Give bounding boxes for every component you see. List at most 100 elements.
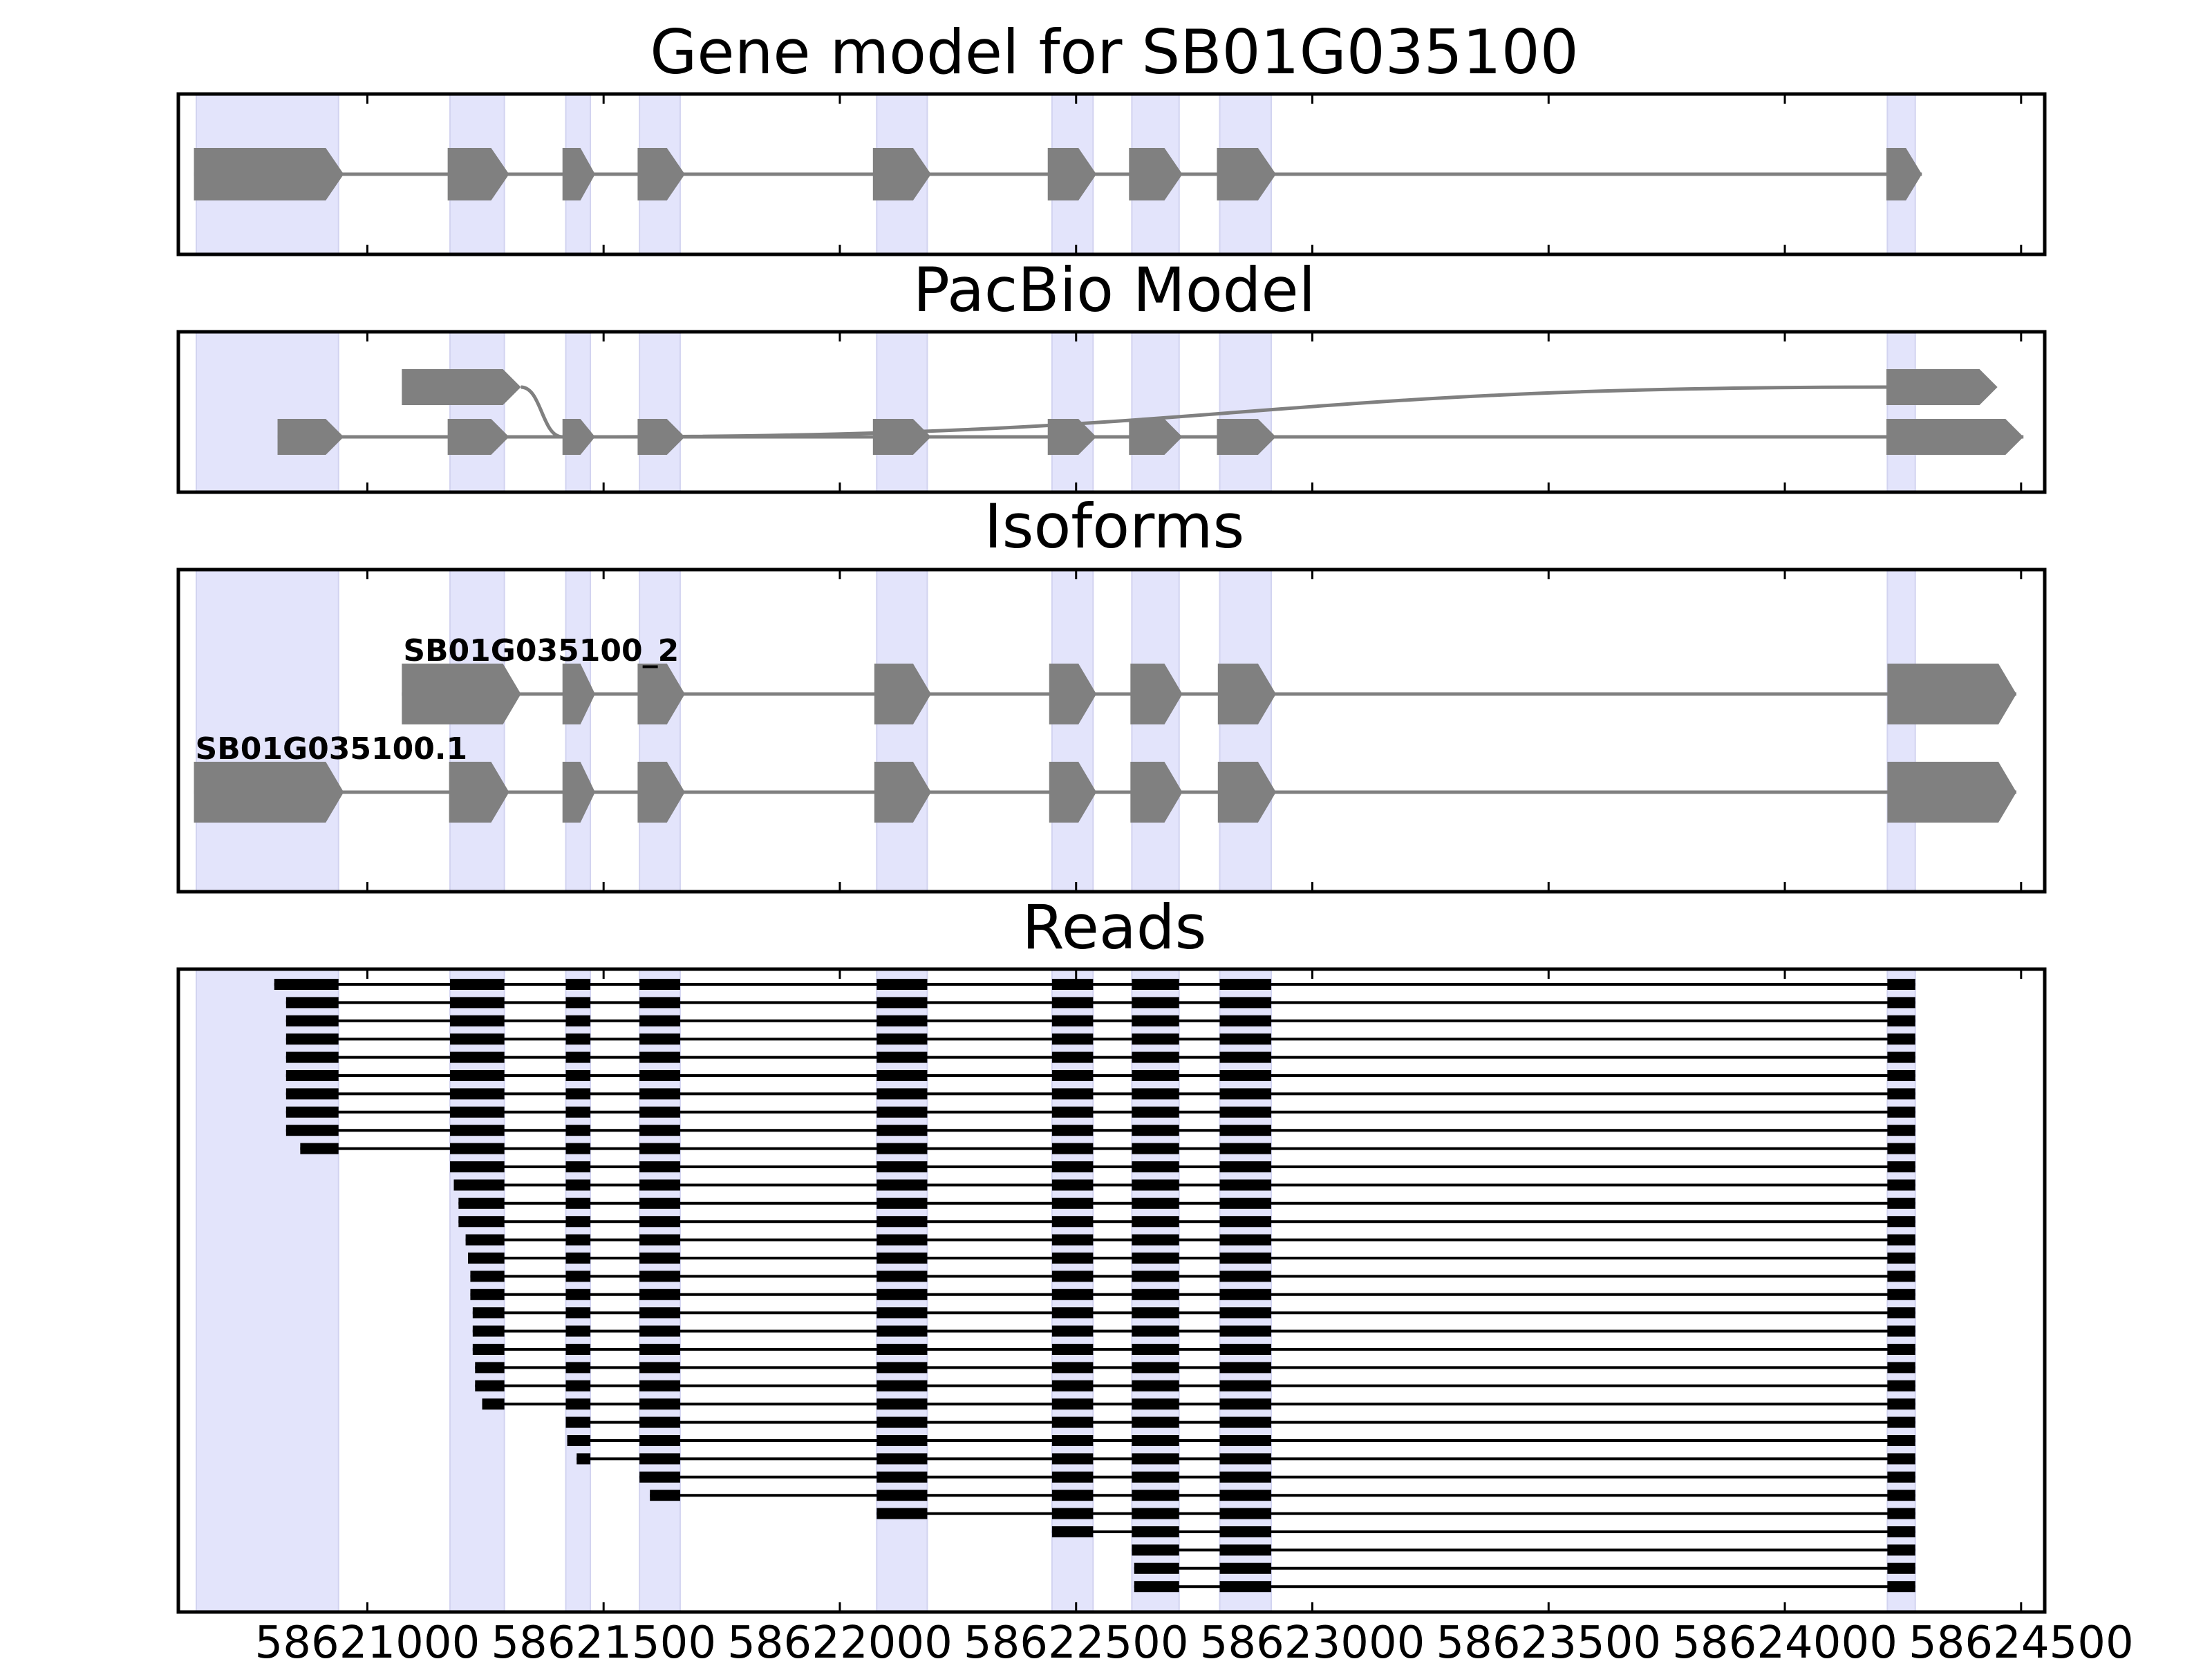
isoform-2-label: SB01G035100_2: [403, 633, 679, 668]
gene-model-panel-title: Gene model for SB01G035100: [650, 17, 1579, 88]
read-block: [639, 1088, 680, 1100]
read-row: [300, 1143, 1915, 1154]
read-row: [285, 1051, 1915, 1063]
read-block: [1051, 1307, 1094, 1319]
x-tick-label: 58622500: [964, 1618, 1189, 1659]
read-block: [565, 1380, 591, 1391]
isoform-2-exon: [874, 664, 931, 724]
read-block: [1219, 1088, 1272, 1100]
isoform-1-exon: [874, 762, 931, 823]
read-block: [470, 1271, 505, 1282]
isoform-1-exon: [194, 762, 344, 823]
read-block: [1219, 1307, 1272, 1319]
read-block: [567, 1435, 591, 1446]
read-block: [639, 1307, 680, 1319]
read-block: [1051, 1344, 1094, 1355]
read-block: [1132, 1362, 1179, 1374]
read-block: [639, 1325, 680, 1337]
isoform-2-exon: [562, 664, 595, 724]
read-block: [639, 979, 680, 990]
read-block: [475, 1362, 505, 1374]
gene-model-exon: [1047, 148, 1097, 200]
pacbio-highlight-region: [449, 331, 505, 493]
read-row: [465, 1234, 1915, 1246]
read-block: [1219, 1362, 1272, 1374]
read-block: [1132, 1380, 1179, 1391]
read-block: [450, 1106, 505, 1118]
read-block: [1887, 1179, 1915, 1191]
read-block: [639, 1106, 680, 1118]
read-block: [1887, 1033, 1915, 1045]
read-block: [1219, 1070, 1272, 1081]
read-block: [639, 1471, 680, 1483]
read-block: [1887, 1581, 1915, 1593]
read-block: [1051, 1197, 1094, 1209]
read-block: [639, 1416, 680, 1428]
read-block: [468, 1253, 505, 1264]
read-block: [877, 1161, 928, 1172]
read-block: [877, 1271, 928, 1282]
read-block: [1887, 1161, 1915, 1172]
read-block: [1051, 1435, 1094, 1446]
pacbio-alt-exon: [402, 369, 521, 405]
read-block: [1132, 997, 1179, 1009]
read-block: [877, 1416, 928, 1428]
read-block: [565, 1051, 591, 1063]
read-block: [1219, 1380, 1272, 1391]
read-block: [1051, 1033, 1094, 1045]
read-block: [639, 1125, 680, 1136]
pacbio-main-exon: [447, 419, 509, 455]
pacbio-model-panel: [176, 330, 2047, 494]
read-block: [877, 1453, 928, 1465]
read-block: [450, 1161, 505, 1172]
read-row: [458, 1216, 1915, 1228]
gene-model-exon: [872, 148, 931, 200]
read-row: [468, 1253, 1915, 1264]
read-block: [450, 1033, 505, 1045]
read-row: [877, 1508, 1915, 1519]
read-block: [639, 1143, 680, 1154]
read-block: [1219, 1508, 1272, 1519]
read-block: [1051, 1253, 1094, 1264]
read-block: [1219, 997, 1272, 1009]
gene-model-exon: [1886, 148, 1922, 200]
read-row: [285, 1070, 1915, 1081]
read-block: [1132, 1307, 1179, 1319]
read-block: [450, 997, 505, 1009]
read-row: [285, 1125, 1915, 1136]
read-block: [450, 1051, 505, 1063]
read-block: [1051, 1161, 1094, 1172]
pacbio-main-exon: [277, 419, 344, 455]
isoform-2-exon: [402, 664, 521, 724]
read-block: [450, 1070, 505, 1081]
pacbio-highlight-region: [639, 331, 681, 493]
read-block: [565, 1161, 591, 1172]
read-block: [877, 1033, 928, 1045]
read-row: [285, 1088, 1915, 1100]
read-block: [639, 1398, 680, 1410]
read-block: [877, 1362, 928, 1374]
read-block: [1051, 1015, 1094, 1027]
x-tick-label: 58621500: [491, 1618, 716, 1659]
read-block: [565, 1197, 591, 1209]
x-tick-label: 58621000: [255, 1618, 480, 1659]
read-block: [877, 1179, 928, 1191]
pacbio-frame: [176, 330, 2047, 494]
isoforms-highlight-region: [449, 569, 505, 892]
read-block: [285, 1015, 339, 1027]
pacbio-alt-junction-curve: [594, 385, 1887, 439]
gene-model-exon: [562, 148, 595, 200]
read-block: [877, 1435, 928, 1446]
read-row: [450, 1161, 1915, 1172]
read-block: [1051, 979, 1094, 990]
read-block: [1219, 1125, 1272, 1136]
read-row: [475, 1362, 1915, 1374]
read-block: [565, 1362, 591, 1374]
read-block: [565, 1288, 591, 1300]
read-block: [1051, 1416, 1094, 1428]
read-block: [1132, 1471, 1179, 1483]
isoform-2-exon: [1887, 664, 2016, 724]
read-block: [1132, 1125, 1179, 1136]
read-block: [1051, 1051, 1094, 1063]
pacbio-highlight-region: [1051, 331, 1094, 493]
